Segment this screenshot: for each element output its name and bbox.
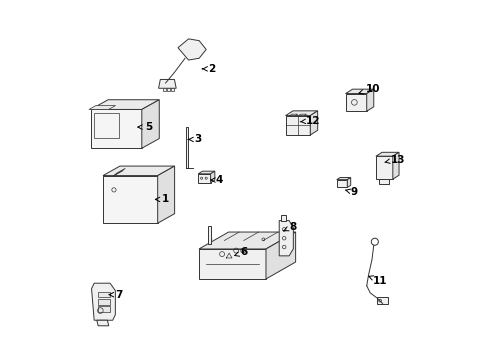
Polygon shape [199, 249, 266, 279]
Polygon shape [279, 221, 294, 256]
Polygon shape [379, 179, 390, 184]
Polygon shape [377, 297, 388, 304]
Polygon shape [290, 114, 297, 116]
Polygon shape [89, 105, 116, 109]
Polygon shape [158, 166, 174, 223]
Polygon shape [91, 109, 142, 148]
Polygon shape [142, 100, 159, 148]
Polygon shape [199, 232, 295, 249]
Text: 9: 9 [345, 187, 358, 197]
Polygon shape [376, 152, 399, 156]
Text: 5: 5 [138, 122, 152, 132]
Polygon shape [286, 111, 318, 116]
Polygon shape [345, 89, 374, 94]
Polygon shape [198, 174, 211, 183]
Text: 13: 13 [385, 154, 405, 165]
Polygon shape [376, 156, 393, 179]
Polygon shape [159, 80, 176, 88]
Polygon shape [266, 232, 295, 279]
Text: 1: 1 [155, 194, 170, 204]
Polygon shape [97, 320, 109, 326]
Text: 10: 10 [359, 84, 380, 94]
Text: 6: 6 [235, 247, 248, 257]
Polygon shape [92, 283, 115, 320]
Polygon shape [281, 215, 286, 221]
Polygon shape [347, 177, 351, 188]
Text: 8: 8 [284, 221, 296, 231]
Text: 7: 7 [109, 290, 123, 300]
Polygon shape [198, 171, 215, 174]
Text: 3: 3 [188, 134, 201, 144]
Polygon shape [208, 226, 211, 244]
Text: 12: 12 [300, 116, 320, 126]
Text: 4: 4 [211, 175, 222, 185]
Polygon shape [98, 299, 110, 305]
Polygon shape [393, 152, 399, 179]
Polygon shape [178, 39, 206, 60]
Polygon shape [168, 88, 170, 91]
Polygon shape [310, 111, 318, 135]
Polygon shape [186, 127, 188, 168]
Polygon shape [298, 114, 306, 116]
Polygon shape [163, 88, 166, 91]
Polygon shape [98, 292, 110, 297]
Polygon shape [171, 88, 174, 91]
Polygon shape [337, 180, 347, 188]
Polygon shape [98, 306, 110, 312]
Polygon shape [211, 171, 215, 183]
Polygon shape [345, 94, 367, 111]
Polygon shape [367, 89, 374, 111]
Polygon shape [103, 166, 174, 176]
Polygon shape [337, 177, 351, 180]
Text: 2: 2 [202, 64, 215, 74]
Polygon shape [91, 100, 159, 109]
Polygon shape [286, 116, 310, 135]
Text: 11: 11 [369, 275, 387, 285]
Polygon shape [103, 176, 158, 223]
